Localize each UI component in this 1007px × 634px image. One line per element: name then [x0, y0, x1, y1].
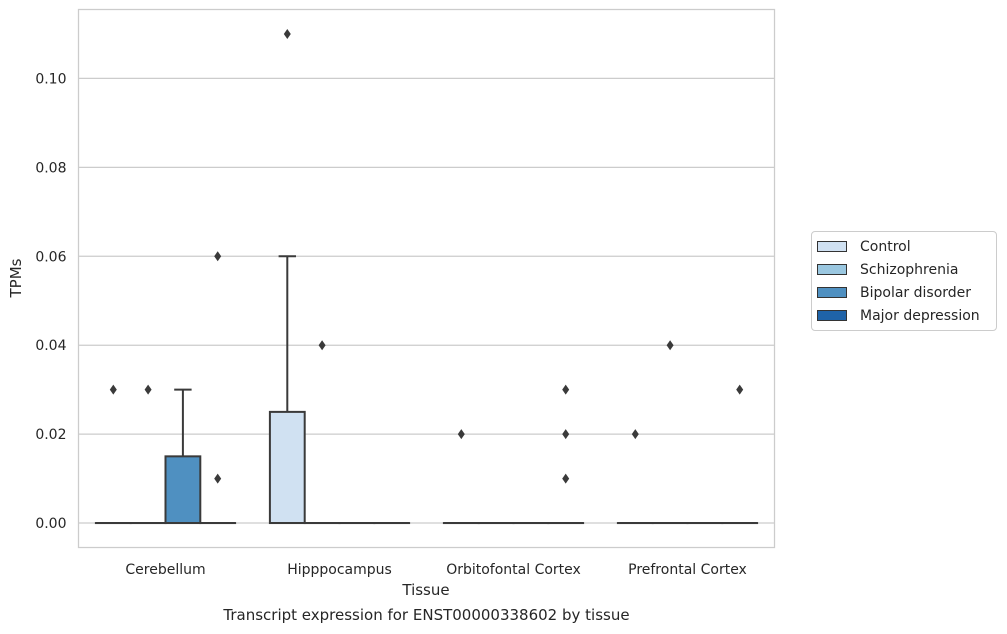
legend-label: Bipolar disorder — [860, 284, 972, 301]
outlier-point — [109, 384, 117, 395]
legend-label: Major depression — [860, 307, 980, 324]
box-group — [94, 384, 132, 525]
x-tick-label: Orbitofontal Cortex — [446, 562, 581, 578]
legend-swatch — [817, 264, 847, 275]
legend-swatch — [817, 241, 847, 252]
chart-caption: Transcript expression for ENST0000033860… — [223, 606, 630, 624]
outlier-point — [562, 384, 570, 395]
x-tick-label: Cerebellum — [125, 562, 205, 578]
legend-item-schizophrenia: Schizophrenia — [812, 258, 996, 281]
box-series — [94, 28, 759, 525]
box-group — [268, 28, 306, 525]
y-tick-label: 0.04 — [35, 338, 66, 354]
box-group — [547, 384, 585, 525]
box-group — [164, 388, 202, 525]
legend-label: Control — [860, 238, 911, 255]
legend-item-control: Control — [812, 235, 996, 258]
box-group — [199, 251, 237, 525]
outlier-point — [631, 429, 639, 440]
legend-swatch — [817, 310, 847, 321]
outlier-point — [214, 251, 222, 262]
legend: Control Schizophrenia Bipolar disorder M… — [811, 231, 997, 331]
x-tick-labels: Cerebellum Hipppocampus Orbitofontal Corte… — [125, 562, 746, 578]
box-rect — [164, 455, 202, 525]
outlier-point — [214, 473, 222, 484]
legend-item-major-depression: Major depression — [812, 304, 996, 327]
y-tick-label: 0.06 — [35, 249, 66, 265]
outlier-point — [736, 384, 744, 395]
y-tick-label: 0.02 — [35, 427, 66, 443]
x-axis-title: Tissue — [401, 581, 449, 599]
outlier-point — [144, 384, 152, 395]
outlier-point — [283, 28, 291, 39]
y-tick-label: 0.10 — [35, 71, 66, 87]
legend-label: Schizophrenia — [860, 261, 959, 278]
box-group — [129, 384, 167, 525]
outlier-point — [562, 429, 570, 440]
legend-item-bipolar-disorder: Bipolar disorder — [812, 281, 996, 304]
y-tick-labels: 0.00 0.02 0.04 0.06 0.08 0.10 — [35, 71, 66, 532]
y-tick-label: 0.08 — [35, 160, 66, 176]
legend-swatch — [817, 287, 847, 298]
x-tick-label: Prefrontal Cortex — [628, 562, 747, 578]
x-tick-label: Hipppocampus — [287, 562, 392, 578]
y-axis-title: TPMs — [7, 258, 25, 298]
outlier-point — [318, 340, 326, 351]
box-group — [721, 384, 759, 525]
box-rect — [268, 410, 306, 525]
outlier-point — [666, 340, 674, 351]
outlier-point — [562, 473, 570, 484]
outlier-point — [457, 429, 465, 440]
y-tick-label: 0.00 — [35, 516, 66, 532]
